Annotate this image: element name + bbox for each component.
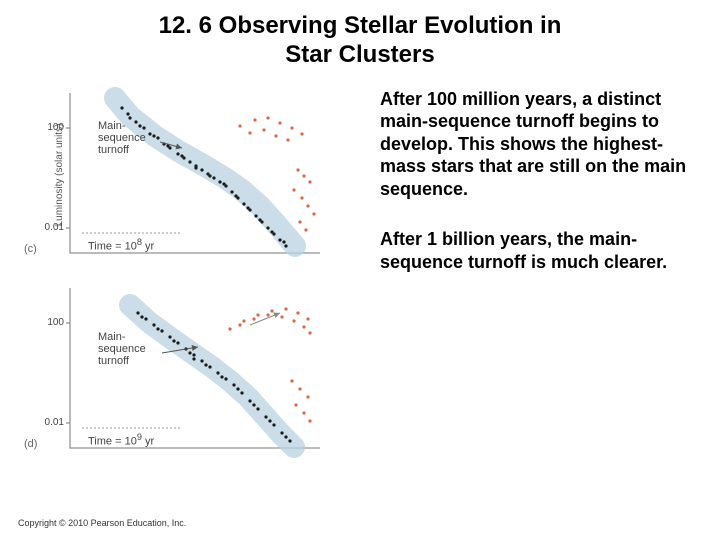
copyright-text: Copyright © 2010 Pearson Education, Inc.	[18, 518, 186, 528]
ytick-top: 100	[47, 317, 64, 328]
panel-letter: (d)	[24, 438, 37, 450]
ytick-bottom: 0.01	[45, 417, 64, 428]
panel-letter: (c)	[24, 243, 37, 255]
hr-diagram-c: 1000.01Luminosity (solar units)Main-sequ…	[10, 78, 370, 273]
y-axis-label: Luminosity (solar units)	[54, 124, 65, 227]
left-column: 100 0.01 Luminosity (solar units) Main-sequ…	[10, 78, 370, 468]
hr-diagram-d: 100 0.01 Main-sequenceturnoff Time = 109 yr…	[10, 273, 370, 468]
paragraph-2: After 1 billion years, the main-sequence…	[380, 228, 690, 273]
paragraph-1: After 100 million years, a distinct main…	[380, 88, 690, 201]
content-row: 100 0.01 Luminosity (solar units) Main-sequ…	[0, 78, 720, 468]
turnoff-annotation: Main-sequenceturnoff	[98, 331, 146, 367]
title-line1: 12. 6 Observing Stellar Evolution in	[40, 12, 680, 41]
time-label: Time = 108 yr	[88, 237, 154, 253]
right-column: After 100 million years, a distinct main…	[370, 78, 710, 468]
time-label: Time = 109 yr	[88, 432, 154, 448]
title-line2: Star Clusters	[40, 41, 680, 70]
turnoff-annotation: Main-sequenceturnoff	[98, 120, 146, 156]
page-title: 12. 6 Observing Stellar Evolution in Sta…	[0, 0, 720, 78]
